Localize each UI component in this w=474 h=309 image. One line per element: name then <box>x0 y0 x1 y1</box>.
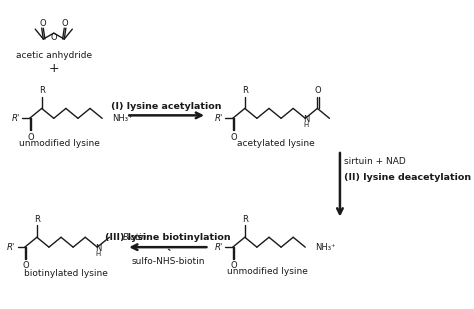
Text: O: O <box>230 133 237 142</box>
Text: Biotin: Biotin <box>122 233 146 242</box>
Text: +: + <box>48 62 59 75</box>
Text: (II) lysine deacetylation: (II) lysine deacetylation <box>344 173 471 182</box>
Text: N: N <box>95 244 101 253</box>
Text: O: O <box>27 133 34 142</box>
Text: R': R' <box>215 243 223 252</box>
Text: R': R' <box>12 114 20 123</box>
Text: R': R' <box>7 243 15 252</box>
Text: sulfo-NHS-biotin: sulfo-NHS-biotin <box>131 256 205 265</box>
Text: sirtuin + NAD: sirtuin + NAD <box>344 157 406 167</box>
Text: O: O <box>22 261 29 270</box>
FancyArrowPatch shape <box>168 249 170 250</box>
Text: acetic anhydride: acetic anhydride <box>16 51 92 60</box>
Text: O: O <box>50 32 57 42</box>
Text: (III) lysine biotinylation: (III) lysine biotinylation <box>105 233 231 242</box>
Text: O: O <box>315 86 321 95</box>
Text: NH₃⁺: NH₃⁺ <box>315 243 336 252</box>
Text: R: R <box>242 86 248 95</box>
Text: unmodified lysine: unmodified lysine <box>19 139 100 148</box>
Text: R: R <box>39 86 45 95</box>
Text: (I) lysine acetylation: (I) lysine acetylation <box>111 102 222 111</box>
Text: R: R <box>34 215 40 224</box>
Text: H: H <box>95 251 101 257</box>
Text: NH₃⁺: NH₃⁺ <box>112 114 132 123</box>
Text: O: O <box>230 261 237 270</box>
Text: R: R <box>242 215 248 224</box>
Text: H: H <box>303 122 309 128</box>
Text: O: O <box>39 19 46 28</box>
Text: unmodified lysine: unmodified lysine <box>227 267 308 277</box>
Text: acetylated lysine: acetylated lysine <box>237 139 314 148</box>
Text: N: N <box>303 115 309 124</box>
Text: biotinylated lysine: biotinylated lysine <box>24 269 108 278</box>
Text: R': R' <box>215 114 223 123</box>
Text: O: O <box>62 19 68 28</box>
